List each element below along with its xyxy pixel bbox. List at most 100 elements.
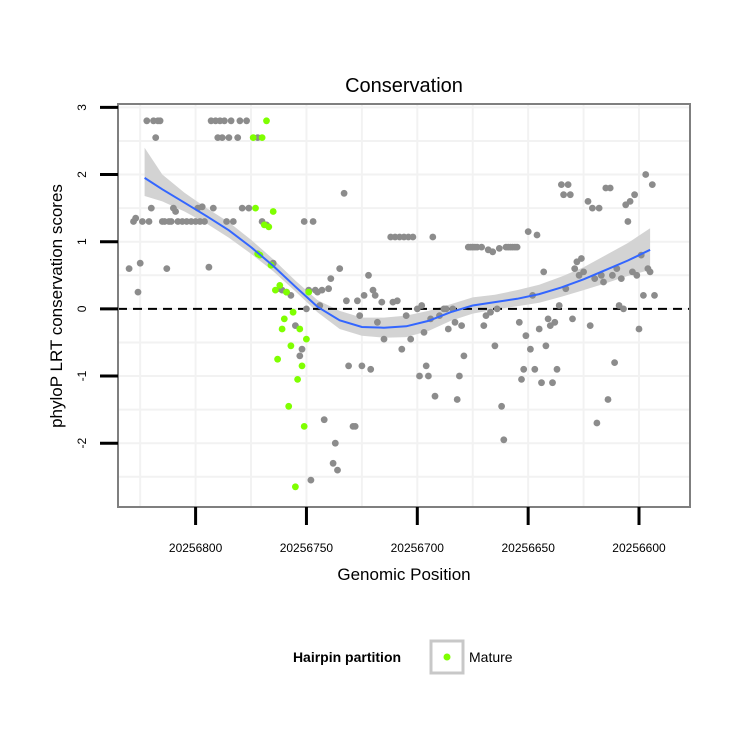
point-other xyxy=(456,372,463,380)
point-other xyxy=(648,181,656,189)
point-other xyxy=(354,297,361,305)
point-other xyxy=(584,198,592,205)
point-other xyxy=(451,318,459,326)
point-other xyxy=(134,288,142,296)
x-tick-label: 20256600 xyxy=(612,541,666,555)
point-other xyxy=(360,292,368,299)
point-other xyxy=(343,297,350,305)
point-other xyxy=(586,322,594,329)
point-other xyxy=(651,292,658,299)
point-other xyxy=(591,275,599,282)
point-other xyxy=(201,218,208,225)
point-other xyxy=(132,214,140,222)
point-other xyxy=(152,134,160,142)
y-tick-label: -1 xyxy=(75,370,89,381)
point-other xyxy=(544,315,552,323)
point-other xyxy=(604,396,612,403)
point-other xyxy=(515,318,523,326)
point-other xyxy=(243,117,251,125)
y-tick-label: -2 xyxy=(75,438,89,449)
point-other xyxy=(624,218,632,225)
point-other xyxy=(125,265,133,272)
point-other xyxy=(442,305,450,313)
point-other xyxy=(356,312,364,319)
point-other xyxy=(518,376,525,383)
point-mature xyxy=(265,223,273,231)
point-other xyxy=(495,245,503,252)
point-other xyxy=(626,198,634,205)
point-other xyxy=(642,171,650,178)
point-mature xyxy=(285,402,293,410)
point-other xyxy=(611,359,618,366)
point-other xyxy=(334,466,341,474)
point-other xyxy=(431,392,439,400)
x-axis-ticks: 20256800 20256750 20256700 20256650 20256600 xyxy=(169,507,666,555)
point-other xyxy=(569,315,576,323)
point-other xyxy=(580,268,587,276)
point-mature xyxy=(280,315,288,323)
point-other xyxy=(380,335,388,343)
smooth-fit-line xyxy=(144,177,651,329)
point-other xyxy=(635,325,643,333)
point-other xyxy=(409,233,417,241)
point-other xyxy=(453,396,461,403)
point-other xyxy=(458,322,465,329)
point-other xyxy=(205,263,213,271)
point-other xyxy=(513,243,521,251)
point-other xyxy=(198,203,206,211)
data-points xyxy=(125,117,658,491)
point-other xyxy=(487,308,494,316)
point-other xyxy=(425,372,432,380)
x-axis-title: Genomic Position xyxy=(337,565,470,584)
point-other xyxy=(336,265,344,272)
point-other xyxy=(367,365,375,373)
point-mature xyxy=(300,423,308,430)
point-other xyxy=(553,365,561,373)
point-other xyxy=(595,204,603,212)
point-other xyxy=(245,204,253,212)
point-other xyxy=(221,117,228,125)
y-tick-label: 0 xyxy=(75,305,89,312)
point-other xyxy=(398,345,406,353)
point-other xyxy=(147,204,155,212)
point-other xyxy=(558,181,565,189)
point-other xyxy=(331,439,339,447)
point-other xyxy=(345,362,352,370)
point-other xyxy=(493,305,501,313)
point-other xyxy=(535,325,543,333)
point-mature xyxy=(292,483,299,491)
point-mature xyxy=(272,286,279,294)
point-mature xyxy=(303,335,310,343)
y-tick-label: 3 xyxy=(75,104,89,111)
point-other xyxy=(549,379,556,387)
point-other xyxy=(593,419,601,427)
point-other xyxy=(640,292,647,299)
point-other xyxy=(444,325,452,333)
point-other xyxy=(617,275,625,282)
point-other xyxy=(566,191,574,199)
point-other xyxy=(489,248,497,256)
point-other xyxy=(143,117,151,125)
point-other xyxy=(589,204,596,212)
x-tick-label: 20256650 xyxy=(502,541,556,555)
point-other xyxy=(531,365,539,373)
point-mature xyxy=(274,355,281,363)
point-other xyxy=(402,312,410,319)
point-other xyxy=(393,297,401,305)
y-axis-ticks: -2 -1 0 1 2 3 xyxy=(75,104,118,449)
point-other xyxy=(609,271,616,279)
point-other xyxy=(555,302,563,309)
point-other xyxy=(600,278,607,286)
point-other xyxy=(522,332,530,340)
point-other xyxy=(209,204,217,212)
point-other xyxy=(238,204,246,212)
point-other xyxy=(136,259,144,267)
point-other xyxy=(631,191,638,199)
point-mature xyxy=(283,288,290,296)
legend-key-mature xyxy=(443,653,451,661)
point-other xyxy=(307,476,315,484)
point-mature xyxy=(276,282,284,289)
point-other xyxy=(309,218,317,225)
point-other xyxy=(296,352,304,360)
